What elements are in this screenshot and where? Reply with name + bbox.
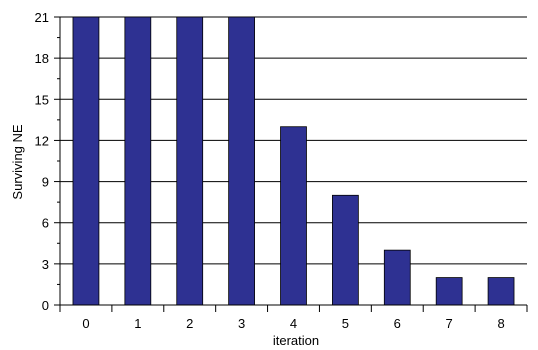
bar <box>332 194 359 306</box>
x-tick-label: 3 <box>238 316 245 331</box>
y-tick-label: 9 <box>42 175 49 190</box>
x-tick-label: 5 <box>342 316 349 331</box>
y-tick-label: 18 <box>35 51 49 66</box>
y-tick-label: 12 <box>35 133 49 148</box>
y-tick-label: 0 <box>42 298 49 313</box>
bar <box>435 277 463 306</box>
bar <box>124 16 152 306</box>
y-axis-title: Surviving NE <box>10 124 25 199</box>
y-tick-label: 21 <box>35 10 49 25</box>
x-tick-label: 2 <box>186 316 193 331</box>
axes <box>54 16 528 312</box>
bar <box>280 126 307 306</box>
y-tick-label: 6 <box>42 216 49 231</box>
x-tick-label: 0 <box>82 316 89 331</box>
x-tick-label: 6 <box>394 316 401 331</box>
bars <box>72 16 515 306</box>
x-tick-label: 4 <box>290 316 297 331</box>
x-axis-title: iteration <box>273 333 319 348</box>
bar <box>72 16 100 306</box>
y-tick-label: 3 <box>42 257 49 272</box>
y-tick-label: 15 <box>35 92 49 107</box>
x-tick-label: 8 <box>497 316 504 331</box>
x-tick-label: 7 <box>446 316 453 331</box>
bar <box>176 16 204 306</box>
bar <box>228 16 255 306</box>
bar <box>383 249 411 306</box>
bar <box>487 277 515 306</box>
x-tick-label: 1 <box>134 316 141 331</box>
